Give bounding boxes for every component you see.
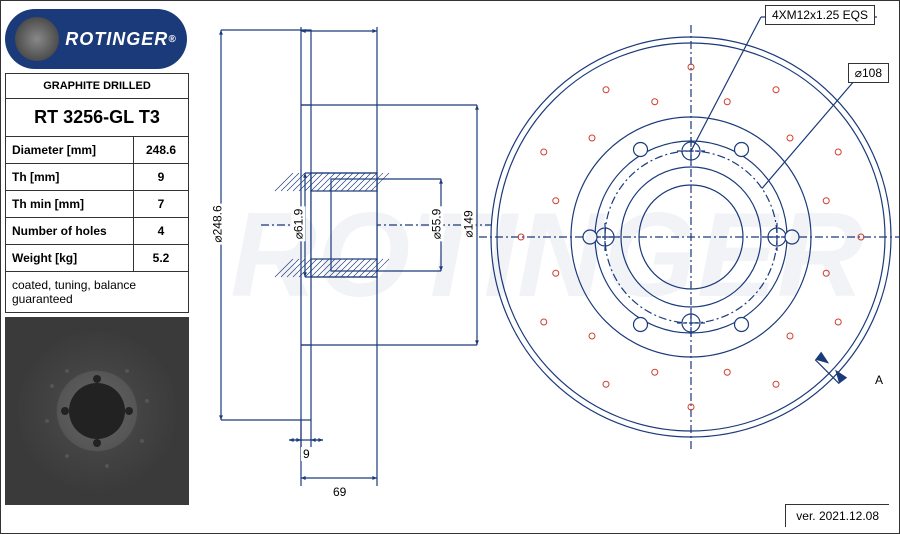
spec-label: Th [mm] [6,164,134,190]
technical-drawing: ROTINGER 4XM12x1.25 EQS ⌀108 ⌀248.6 ⌀61.… [201,7,893,503]
drawing-svg [201,7,895,505]
dim-outer: ⌀248.6 [211,203,225,244]
spec-row: Number of holes 4 [6,218,188,245]
spec-panel: GRAPHITE DRILLED RT 3256-GL T3 Diameter … [5,73,189,313]
spec-value: 248.6 [134,137,188,163]
dim-hub: ⌀61.9 [291,207,305,242]
spec-value: 4 [134,218,188,244]
dim-depth: 69 [331,485,348,499]
brand-name: ROTINGER [65,29,168,50]
spec-note: coated, tuning, balance guaranteed [6,272,188,312]
spec-label: Th min [mm] [6,191,134,217]
dim-thick: 9 [301,447,312,461]
spec-value: 9 [134,164,188,190]
spec-title: GRAPHITE DRILLED [6,74,188,99]
product-preview [5,317,189,505]
spec-value: 7 [134,191,188,217]
spec-row: Th min [mm] 7 [6,191,188,218]
brand-logo: ROTINGER® [5,9,187,69]
version-label: ver. 2021.12.08 [785,504,889,527]
callout-bolt-spec: 4XM12x1.25 EQS [765,5,875,25]
logo-gear-icon [15,17,59,61]
disc-preview-icon [17,331,177,491]
spec-row: Weight [kg] 5.2 [6,245,188,272]
spec-label: Number of holes [6,218,134,244]
callout-bolt-circle: ⌀108 [848,63,889,83]
dim-inner-ring: ⌀149 [462,208,476,239]
spec-part-no: RT 3256-GL T3 [6,99,188,137]
spec-label: Weight [kg] [6,245,134,271]
dim-bore: ⌀55.9 [429,207,443,242]
brand-reg: ® [168,34,176,45]
spec-label: Diameter [mm] [6,137,134,163]
spec-row: Th [mm] 9 [6,164,188,191]
section-letter: A [873,373,885,387]
spec-row: Diameter [mm] 248.6 [6,137,188,164]
spec-value: 5.2 [134,245,188,271]
